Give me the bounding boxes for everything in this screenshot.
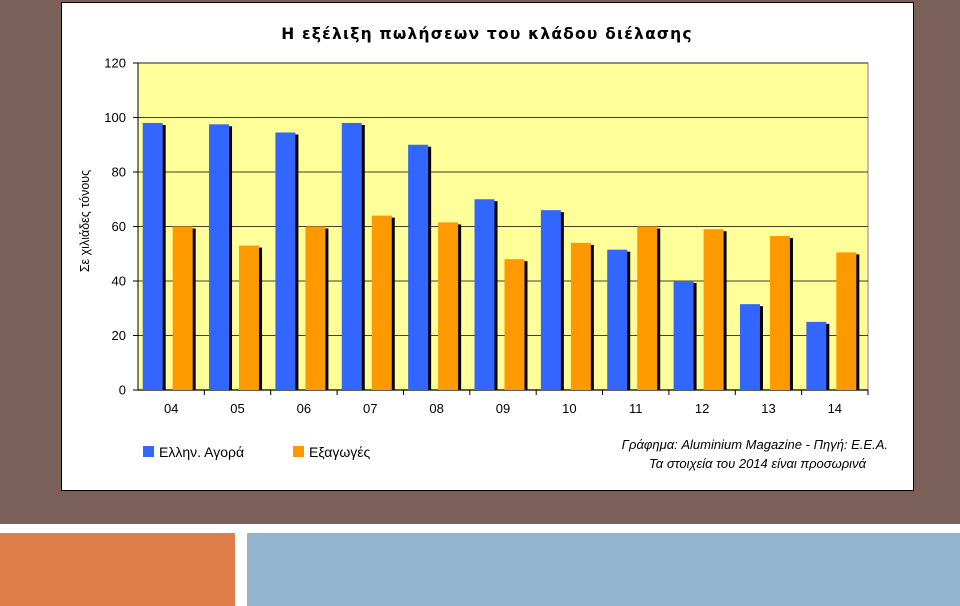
bar-greek-market <box>673 281 694 390</box>
bar-exports <box>172 226 193 390</box>
x-tick-label: 04 <box>164 401 178 416</box>
x-tick-label: 07 <box>363 401 377 416</box>
x-tick-label: 14 <box>828 401 842 416</box>
x-tick-label: 10 <box>562 401 576 416</box>
bar-greek-market <box>209 124 230 390</box>
bar-greek-market <box>341 122 362 390</box>
bar-exports <box>570 242 591 390</box>
bar-greek-market <box>142 122 163 390</box>
legend-swatch-exports <box>293 446 304 457</box>
y-tick-label: 20 <box>112 328 126 343</box>
y-tick-label: 40 <box>112 274 126 289</box>
x-tick-label: 13 <box>761 401 775 416</box>
bar-exports <box>637 226 658 390</box>
y-tick-label: 120 <box>104 56 126 71</box>
bar-exports <box>504 259 525 390</box>
bar-exports <box>769 236 790 390</box>
bar-greek-market <box>275 132 296 391</box>
x-tick-label: 06 <box>297 401 311 416</box>
chart-title: Η εξέλιξη πωλήσεων του κλάδου διέλασης <box>281 25 693 43</box>
bar-exports <box>305 226 326 390</box>
provisional-note: Τα στοιχεία του 2014 είναι προσωρινά <box>649 456 867 471</box>
bar-exports <box>371 215 392 390</box>
y-tick-label: 80 <box>112 165 126 180</box>
x-tick-label: 11 <box>629 401 643 416</box>
chart-container: Η εξέλιξη πωλήσεων του κλάδου διέλασης Σ… <box>61 2 914 491</box>
bar-greek-market <box>739 304 760 390</box>
x-tick-label: 09 <box>496 401 510 416</box>
bar-greek-market <box>540 210 561 390</box>
y-axis-label: Σε χιλιάδες τόνους <box>78 170 92 272</box>
bar-greek-market <box>408 144 429 390</box>
bar-exports <box>239 245 260 390</box>
footer-accent-blue <box>247 533 960 606</box>
y-tick-label: 100 <box>104 110 126 125</box>
bar-chart: Η εξέλιξη πωλήσεων του κλάδου διέλασης Σ… <box>78 25 888 471</box>
source-note: Γράφημα: Aluminium Magazine - Πηγή: Ε.Ε.… <box>622 437 888 452</box>
y-tick-label: 0 <box>119 383 126 398</box>
legend-label-greek-market: Ελλην. Αγορά <box>159 444 244 460</box>
y-tick-label: 60 <box>112 219 126 234</box>
legend-swatch-greek-market <box>143 446 154 457</box>
x-tick-label: 05 <box>230 401 244 416</box>
bar-exports <box>836 252 857 390</box>
x-tick-label: 12 <box>695 401 709 416</box>
footer-accent-orange <box>0 533 235 606</box>
bar-greek-market <box>806 321 827 390</box>
legend-label-exports: Εξαγωγές <box>309 444 370 460</box>
bar-exports <box>703 229 724 390</box>
bar-greek-market <box>607 249 628 390</box>
bar-greek-market <box>474 199 495 390</box>
x-tick-label: 08 <box>429 401 443 416</box>
bar-exports <box>438 222 459 390</box>
